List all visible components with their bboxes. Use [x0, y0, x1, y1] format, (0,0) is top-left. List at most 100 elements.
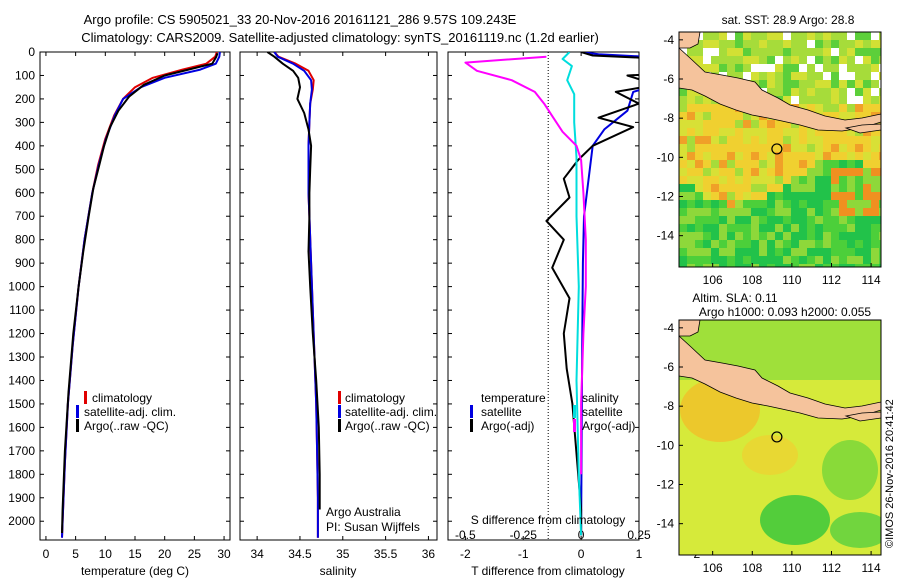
depth-tick-label: 2000: [8, 514, 35, 528]
sst-cell: [807, 104, 815, 112]
sst-cell: [807, 136, 815, 144]
sst-cell: [719, 208, 727, 216]
sst-cell: [743, 32, 751, 40]
sst-cell: [879, 160, 881, 168]
sst-cell: [703, 120, 711, 128]
sst-cell: [711, 136, 719, 144]
sst-cell: [679, 152, 687, 160]
sst-cell: [751, 32, 759, 40]
sst-cell: [735, 208, 743, 216]
sst-cell: [687, 240, 695, 248]
sst-cell: [711, 256, 719, 264]
sst-cell: [783, 128, 791, 136]
sst-cell: [687, 104, 695, 112]
sst-cell: [775, 152, 783, 160]
sst-cell: [791, 184, 799, 192]
sst-cell: [799, 72, 807, 80]
x-tick-label: 36: [422, 547, 436, 561]
map-x-tick-label: 106: [703, 273, 723, 287]
depth-axis: 0 100 200 300 400 500 600 700 800 900 1000 1100 1200…: [8, 45, 230, 528]
sst-cell: [767, 32, 775, 40]
legend-label-t-argo: Argo(-adj): [481, 419, 534, 433]
sst-cell: [839, 192, 847, 200]
sst-cell: [831, 256, 839, 264]
sst-cell: [783, 64, 791, 72]
java-land: [679, 47, 881, 132]
sst-cell: [815, 136, 823, 144]
sst-cell: [871, 176, 879, 184]
sst-cell: [799, 144, 807, 152]
sst-cell: [687, 48, 695, 56]
sst-cell: [879, 56, 881, 64]
sst-cell: [815, 240, 823, 248]
sst-cell: [839, 248, 847, 256]
sst-cell: [791, 176, 799, 184]
sst-cell: [719, 120, 727, 128]
sst-cell: [743, 184, 751, 192]
sumatra-land: [679, 32, 701, 49]
difference-depth-ticks: [448, 51, 639, 522]
legend-swatch-s-satellite: [573, 405, 576, 418]
sst-cell: [863, 48, 871, 56]
sst-cell: [759, 32, 767, 40]
sst-cell: [863, 152, 871, 160]
sst-cell: [727, 128, 735, 136]
x-tick-label: 5: [72, 547, 79, 561]
sst-cell: [863, 232, 871, 240]
sst-cell: [855, 208, 863, 216]
sst-cell: [735, 40, 743, 48]
sst-cell: [727, 264, 735, 267]
sst-cell: [847, 48, 855, 56]
sst-cell: [759, 256, 767, 264]
depth-tick-label: 500: [15, 162, 35, 176]
sst-cell: [679, 248, 687, 256]
sst-cell: [727, 152, 735, 160]
sst-cell: [839, 216, 847, 224]
sst-cell: [695, 48, 703, 56]
sst-cell: [759, 128, 767, 136]
sst-cell: [727, 160, 735, 168]
map-y-tick-label: -4: [663, 33, 674, 47]
sst-cell: [815, 152, 823, 160]
sst-cell: [863, 192, 871, 200]
sst-cell: [767, 128, 775, 136]
salinity-plot-frame: [239, 51, 438, 541]
sst-cell: [743, 48, 751, 56]
sst-cell: [735, 192, 743, 200]
sst-cell: [719, 152, 727, 160]
sla-low-east: [822, 440, 878, 500]
sst-cell: [823, 248, 831, 256]
sst-cell: [679, 184, 687, 192]
sst-cell: [799, 256, 807, 264]
sst-cell: [783, 160, 791, 168]
sst-cell: [759, 200, 767, 208]
series-t-argo-adj-: [545, 52, 639, 536]
sst-cell: [871, 160, 879, 168]
series-satellite-adj-clim-: [273, 52, 319, 538]
sst-field: [679, 32, 881, 267]
sst-cell: [735, 168, 743, 176]
sst-cell: [783, 88, 791, 96]
difference-plot-frame: [447, 51, 640, 541]
sst-cell: [831, 80, 839, 88]
sst-cell: [679, 264, 687, 267]
sst-cell: [807, 208, 815, 216]
sst-cell: [775, 248, 783, 256]
sst-cell: [815, 88, 823, 96]
sst-cell: [703, 160, 711, 168]
sst-cell: [767, 264, 775, 267]
sst-cell: [719, 184, 727, 192]
sst-cell: [863, 240, 871, 248]
sst-cell: [727, 176, 735, 184]
sst-cell: [823, 56, 831, 64]
sst-cell: [815, 72, 823, 80]
sst-cell: [703, 216, 711, 224]
depth-tick-label: 700: [15, 209, 35, 223]
sst-cell: [735, 240, 743, 248]
sst-cell: [823, 72, 831, 80]
sst-cell: [743, 40, 751, 48]
temperature-panel: 0100200300400500600700800900100011001200…: [8, 45, 231, 578]
sst-cell: [871, 64, 879, 72]
sst-cell: [791, 56, 799, 64]
